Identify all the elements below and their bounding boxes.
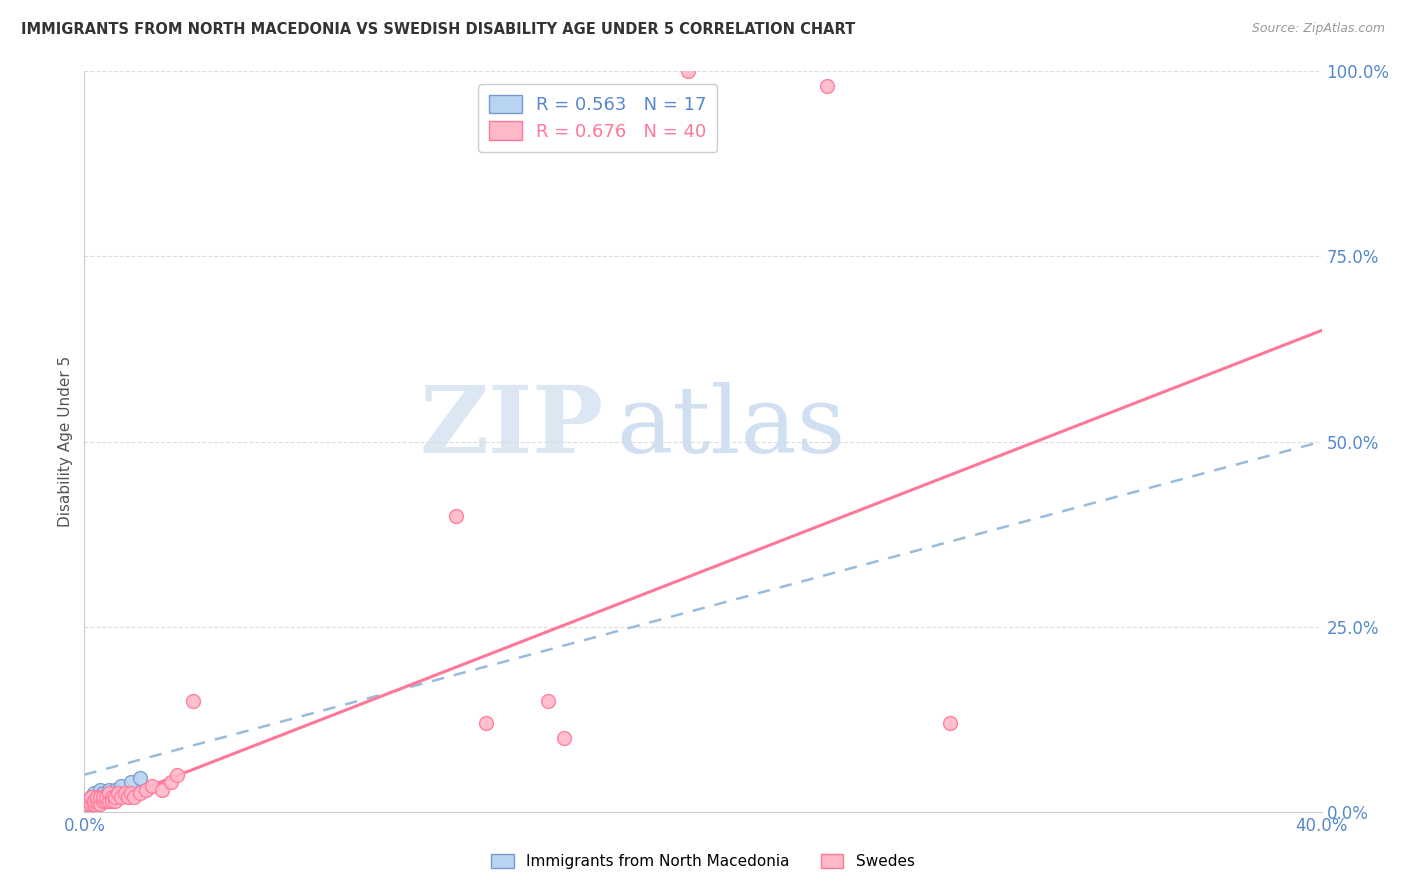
Point xyxy=(98,786,121,800)
Point xyxy=(94,794,117,808)
Point xyxy=(181,694,204,708)
Point xyxy=(110,779,132,793)
Point xyxy=(89,782,111,797)
Point xyxy=(444,508,467,523)
Point xyxy=(79,789,101,804)
Point xyxy=(94,789,117,804)
Point xyxy=(86,789,108,804)
Point xyxy=(553,731,575,745)
Text: ZIP: ZIP xyxy=(420,382,605,472)
Point xyxy=(676,64,699,78)
Point xyxy=(79,797,101,812)
Point xyxy=(83,797,105,812)
Point xyxy=(83,786,105,800)
Point xyxy=(150,782,173,797)
Legend: Immigrants from North Macedonia, Swedes: Immigrants from North Macedonia, Swedes xyxy=(485,848,921,875)
Text: atlas: atlas xyxy=(616,382,845,472)
Point xyxy=(117,789,139,804)
Point xyxy=(101,786,124,800)
Point xyxy=(89,797,111,812)
Point xyxy=(120,775,142,789)
Point xyxy=(83,797,105,812)
Point xyxy=(166,767,188,781)
Point xyxy=(76,794,98,808)
Point xyxy=(122,789,145,804)
Point xyxy=(101,789,124,804)
Point xyxy=(815,79,838,94)
Point xyxy=(120,786,142,800)
Point xyxy=(86,794,108,808)
Legend: R = 0.563   N = 17, R = 0.676   N = 40: R = 0.563 N = 17, R = 0.676 N = 40 xyxy=(478,84,717,152)
Point xyxy=(160,775,183,789)
Point xyxy=(91,794,114,808)
Point xyxy=(94,789,117,804)
Point xyxy=(98,794,121,808)
Text: IMMIGRANTS FROM NORTH MACEDONIA VS SWEDISH DISABILITY AGE UNDER 5 CORRELATION CH: IMMIGRANTS FROM NORTH MACEDONIA VS SWEDI… xyxy=(21,22,855,37)
Point xyxy=(83,794,105,808)
Point xyxy=(129,772,152,786)
Point xyxy=(110,789,132,804)
Point xyxy=(86,794,108,808)
Point xyxy=(107,786,129,800)
Point xyxy=(76,797,98,812)
Point xyxy=(86,789,108,804)
Point xyxy=(114,786,136,800)
Point xyxy=(91,786,114,800)
Point xyxy=(79,789,101,804)
Point xyxy=(939,715,962,730)
Point xyxy=(104,794,127,808)
Point xyxy=(91,789,114,804)
Point xyxy=(89,789,111,804)
Point xyxy=(76,797,98,812)
Point xyxy=(537,694,560,708)
Point xyxy=(141,779,163,793)
Point xyxy=(104,782,127,797)
Y-axis label: Disability Age Under 5: Disability Age Under 5 xyxy=(58,356,73,527)
Point xyxy=(129,786,152,800)
Point xyxy=(89,789,111,804)
Point xyxy=(98,782,121,797)
Point xyxy=(79,794,101,808)
Point xyxy=(101,794,124,808)
Point xyxy=(135,782,157,797)
Point xyxy=(104,789,127,804)
Text: Source: ZipAtlas.com: Source: ZipAtlas.com xyxy=(1251,22,1385,36)
Point xyxy=(475,715,498,730)
